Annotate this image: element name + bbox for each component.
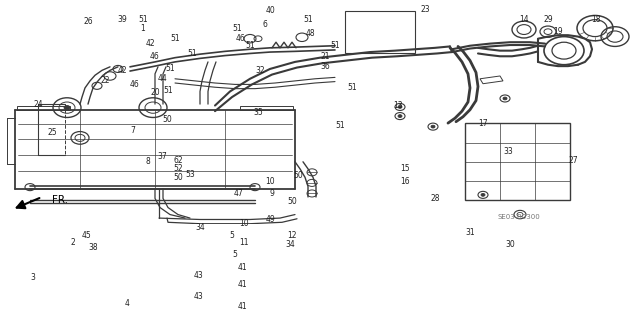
Text: 7: 7	[131, 126, 136, 135]
Text: 51: 51	[232, 24, 242, 33]
Text: 12: 12	[287, 231, 297, 240]
Text: 46: 46	[235, 34, 245, 43]
Text: 47: 47	[233, 189, 243, 198]
Text: 5: 5	[232, 250, 237, 259]
Text: 41: 41	[237, 263, 247, 272]
Text: 29: 29	[543, 15, 553, 24]
Circle shape	[64, 106, 70, 110]
Circle shape	[398, 115, 402, 117]
Text: 34: 34	[285, 240, 295, 249]
Text: 51: 51	[245, 41, 255, 50]
Text: 53: 53	[185, 170, 195, 179]
Text: 43: 43	[193, 271, 203, 280]
Text: 4: 4	[125, 300, 129, 308]
Text: 51: 51	[187, 49, 197, 58]
Text: 14: 14	[519, 15, 529, 24]
Text: 21: 21	[320, 52, 330, 61]
Text: 23: 23	[420, 5, 430, 14]
Text: 6: 6	[262, 20, 268, 29]
Bar	[345, 11, 415, 53]
Text: 42: 42	[117, 66, 127, 75]
Text: 49: 49	[265, 215, 275, 224]
Text: 50: 50	[287, 197, 297, 206]
Circle shape	[481, 193, 485, 196]
Text: 17: 17	[478, 119, 488, 128]
Text: 44: 44	[157, 74, 167, 83]
Text: 28: 28	[430, 194, 440, 203]
Text: SE03-B0300: SE03-B0300	[498, 214, 541, 220]
Text: 3: 3	[31, 273, 35, 282]
Text: 46: 46	[150, 52, 160, 61]
Text: 18: 18	[591, 15, 601, 24]
Text: 32: 32	[255, 66, 265, 75]
Text: 41: 41	[237, 280, 247, 289]
Text: 13: 13	[393, 101, 403, 110]
Text: 50: 50	[173, 173, 183, 182]
Text: 31: 31	[465, 228, 475, 237]
Text: 51: 51	[170, 34, 180, 43]
Text: 41: 41	[237, 302, 247, 311]
Text: 46: 46	[130, 80, 140, 89]
Text: 1: 1	[141, 24, 145, 33]
Text: FR.: FR.	[52, 196, 68, 205]
Text: 35: 35	[253, 108, 263, 117]
Text: 51: 51	[138, 15, 148, 24]
Text: 48: 48	[305, 29, 315, 38]
Text: 34: 34	[195, 223, 205, 232]
Text: 43: 43	[193, 293, 203, 301]
Text: 51: 51	[165, 64, 175, 73]
Text: 9: 9	[269, 189, 275, 198]
Text: 45: 45	[81, 231, 91, 240]
Circle shape	[503, 97, 507, 100]
Text: 51: 51	[347, 84, 357, 93]
Circle shape	[398, 106, 402, 108]
Text: 25: 25	[47, 128, 57, 137]
Text: 10: 10	[265, 177, 275, 186]
Text: 38: 38	[88, 243, 98, 252]
Text: 51: 51	[330, 41, 340, 50]
Text: 10: 10	[239, 219, 249, 228]
Text: 42: 42	[145, 39, 155, 48]
Text: 51: 51	[303, 15, 313, 24]
Text: 2: 2	[70, 238, 76, 247]
Text: 11: 11	[239, 238, 249, 247]
Text: 50: 50	[293, 171, 303, 180]
Text: 37: 37	[157, 152, 167, 161]
Text: 51: 51	[335, 121, 345, 130]
Text: 26: 26	[83, 17, 93, 26]
Text: 5: 5	[230, 231, 234, 240]
Text: 15: 15	[400, 164, 410, 173]
Text: 22: 22	[100, 76, 109, 85]
Text: 33: 33	[503, 147, 513, 156]
Circle shape	[431, 125, 435, 128]
Text: 19: 19	[553, 27, 563, 36]
Text: 36: 36	[320, 62, 330, 71]
Text: 62: 62	[173, 156, 183, 165]
Text: 30: 30	[505, 240, 515, 249]
Text: 51: 51	[163, 85, 173, 94]
Text: 40: 40	[265, 6, 275, 15]
Text: 8: 8	[146, 157, 150, 166]
Text: 27: 27	[568, 156, 578, 165]
Text: 20: 20	[150, 88, 160, 97]
Text: 24: 24	[33, 100, 43, 108]
Text: 39: 39	[117, 15, 127, 24]
Text: 52: 52	[173, 164, 183, 173]
Text: 50: 50	[162, 115, 172, 124]
Text: 16: 16	[400, 177, 410, 186]
